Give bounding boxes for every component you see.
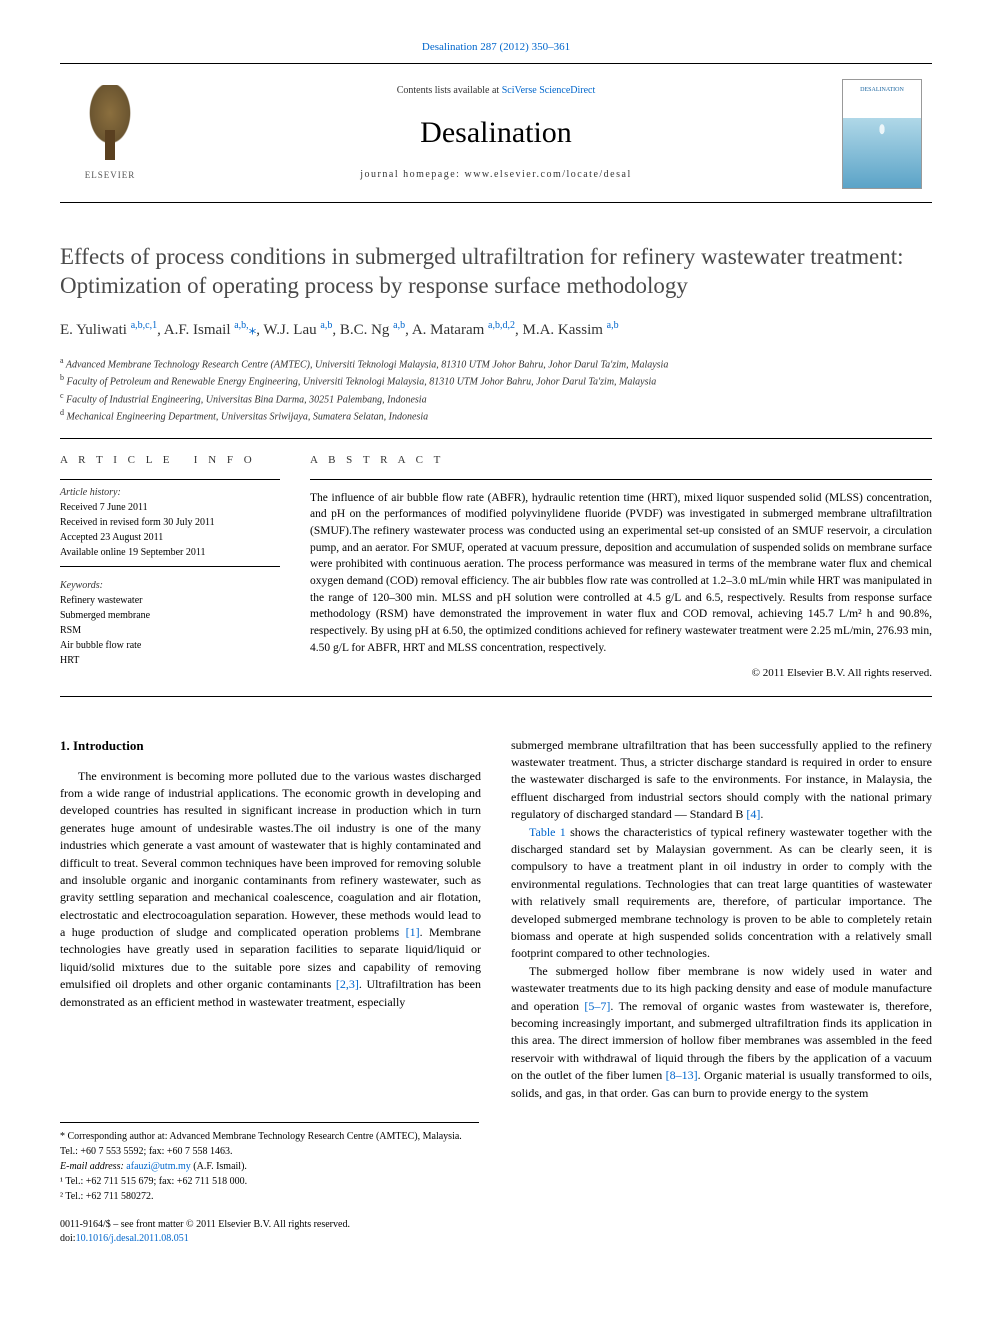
- homepage-url: www.elsevier.com/locate/desal: [464, 169, 631, 180]
- history-line: Received in revised form 30 July 2011: [60, 515, 280, 530]
- history-line: Available online 19 September 2011: [60, 545, 280, 560]
- article-info-heading: a r t i c l e i n f o: [60, 453, 280, 468]
- abstract-copyright: © 2011 Elsevier B.V. All rights reserved…: [310, 666, 932, 681]
- elsevier-text: ELSEVIER: [85, 169, 136, 182]
- body-columns: 1. Introduction The environment is becom…: [60, 737, 932, 1102]
- keyword: Submerged membrane: [60, 608, 280, 623]
- keyword: RSM: [60, 623, 280, 638]
- doi-link[interactable]: 10.1016/j.desal.2011.08.051: [76, 1233, 189, 1244]
- authors-line: E. Yuliwati a,b,c,1, A.F. Ismail a,b,⁎, …: [60, 319, 932, 341]
- body-paragraph: The environment is becoming more pollute…: [60, 768, 481, 1011]
- affiliations: a Advanced Membrane Technology Research …: [60, 355, 932, 424]
- author-aff-link[interactable]: a,b,d,2: [488, 320, 515, 331]
- corresponding-author-note: * Corresponding author at: Advanced Memb…: [60, 1129, 479, 1159]
- body-col-left: 1. Introduction The environment is becom…: [60, 737, 481, 1102]
- body-col-right: submerged membrane ultrafiltration that …: [511, 737, 932, 1102]
- ref-link[interactable]: [5–7]: [584, 999, 610, 1013]
- author-aff-link[interactable]: a,b,c,1: [131, 320, 157, 331]
- footer-meta: 0011-9164/$ – see front matter © 2011 El…: [60, 1218, 932, 1246]
- author-aff-link[interactable]: a,b: [607, 320, 619, 331]
- author: E. Yuliwati a,b,c,1: [60, 322, 157, 338]
- history-line: Accepted 23 August 2011: [60, 530, 280, 545]
- homepage-prefix: journal homepage:: [360, 169, 464, 180]
- author: B.C. Ng a,b: [340, 322, 405, 338]
- keyword: Refinery wastewater: [60, 593, 280, 608]
- author-aff-link[interactable]: a,b,: [234, 320, 248, 331]
- email-link[interactable]: afauzi@utm.my: [126, 1161, 190, 1172]
- doi-label: doi:: [60, 1233, 76, 1244]
- ref-link[interactable]: [8–13]: [666, 1068, 698, 1082]
- contents-line: Contents lists available at SciVerse Sci…: [397, 84, 596, 98]
- affiliation-line: c Faculty of Industrial Engineering, Uni…: [60, 390, 932, 407]
- abstract-text: The influence of air bubble flow rate (A…: [310, 490, 932, 657]
- email-line: E-mail address: afauzi@utm.my (A.F. Isma…: [60, 1159, 479, 1174]
- contents-prefix: Contents lists available at: [397, 85, 502, 96]
- keyword: HRT: [60, 653, 280, 668]
- author: A. Mataram a,b,d,2: [412, 322, 515, 338]
- elsevier-tree-icon: [75, 85, 145, 165]
- journal-ref-link: Desalination 287 (2012) 350–361: [60, 40, 932, 55]
- abstract-col: a b s t r a c t The influence of air bub…: [310, 453, 932, 682]
- article-info-col: a r t i c l e i n f o Article history: R…: [60, 453, 280, 682]
- footnote-1: ¹ Tel.: +62 711 515 679; fax: +62 711 51…: [60, 1174, 479, 1189]
- body-paragraph: Table 1 shows the characteristics of typ…: [511, 824, 932, 963]
- email-label: E-mail address:: [60, 1161, 124, 1172]
- author-aff-link[interactable]: a,b: [320, 320, 332, 331]
- footnotes: * Corresponding author at: Advanced Memb…: [60, 1122, 479, 1204]
- ref-link[interactable]: [2,3]: [336, 977, 359, 991]
- divider-rule: [60, 438, 932, 439]
- affiliation-line: b Faculty of Petroleum and Renewable Ene…: [60, 372, 932, 389]
- divider-rule-2: [60, 696, 932, 697]
- keywords-label: Keywords:: [60, 579, 280, 593]
- body-paragraph: submerged membrane ultrafiltration that …: [511, 737, 932, 824]
- ref-link[interactable]: [4]: [746, 807, 760, 821]
- journal-ref-link-a[interactable]: Desalination 287 (2012) 350–361: [422, 41, 570, 53]
- article-title: Effects of process conditions in submerg…: [60, 243, 932, 301]
- history-label: Article history:: [60, 486, 280, 500]
- history-line: Received 7 June 2011: [60, 500, 280, 515]
- footnote-2: ² Tel.: +62 711 580272.: [60, 1189, 479, 1204]
- doi-line: doi:10.1016/j.desal.2011.08.051: [60, 1232, 932, 1246]
- author: W.J. Lau a,b: [263, 322, 332, 338]
- author: A.F. Ismail a,b,⁎: [164, 322, 256, 338]
- author-aff-link[interactable]: a,b: [393, 320, 405, 331]
- keyword: Air bubble flow rate: [60, 638, 280, 653]
- elsevier-logo: ELSEVIER: [60, 64, 160, 202]
- table-ref-link[interactable]: Table 1: [529, 825, 566, 839]
- abstract-heading: a b s t r a c t: [310, 453, 932, 468]
- affiliation-line: a Advanced Membrane Technology Research …: [60, 355, 932, 372]
- email-owner: (A.F. Ismail).: [193, 1161, 247, 1172]
- homepage-line: journal homepage: www.elsevier.com/locat…: [360, 168, 631, 182]
- author: M.A. Kassim a,b: [523, 322, 619, 338]
- issn-line: 0011-9164/$ – see front matter © 2011 El…: [60, 1218, 932, 1232]
- info-abstract-row: a r t i c l e i n f o Article history: R…: [60, 453, 932, 682]
- ref-link[interactable]: [1]: [406, 925, 420, 939]
- journal-cover-thumb: DESALINATION: [842, 79, 922, 189]
- journal-header-box: ELSEVIER Contents lists available at Sci…: [60, 63, 932, 203]
- journal-name: Desalination: [420, 112, 572, 154]
- sciencedirect-link[interactable]: SciVerse ScienceDirect: [502, 85, 596, 96]
- affiliation-line: d Mechanical Engineering Department, Uni…: [60, 407, 932, 424]
- header-center: Contents lists available at SciVerse Sci…: [160, 64, 832, 202]
- section-1-heading: 1. Introduction: [60, 737, 481, 756]
- body-paragraph: The submerged hollow fiber membrane is n…: [511, 963, 932, 1102]
